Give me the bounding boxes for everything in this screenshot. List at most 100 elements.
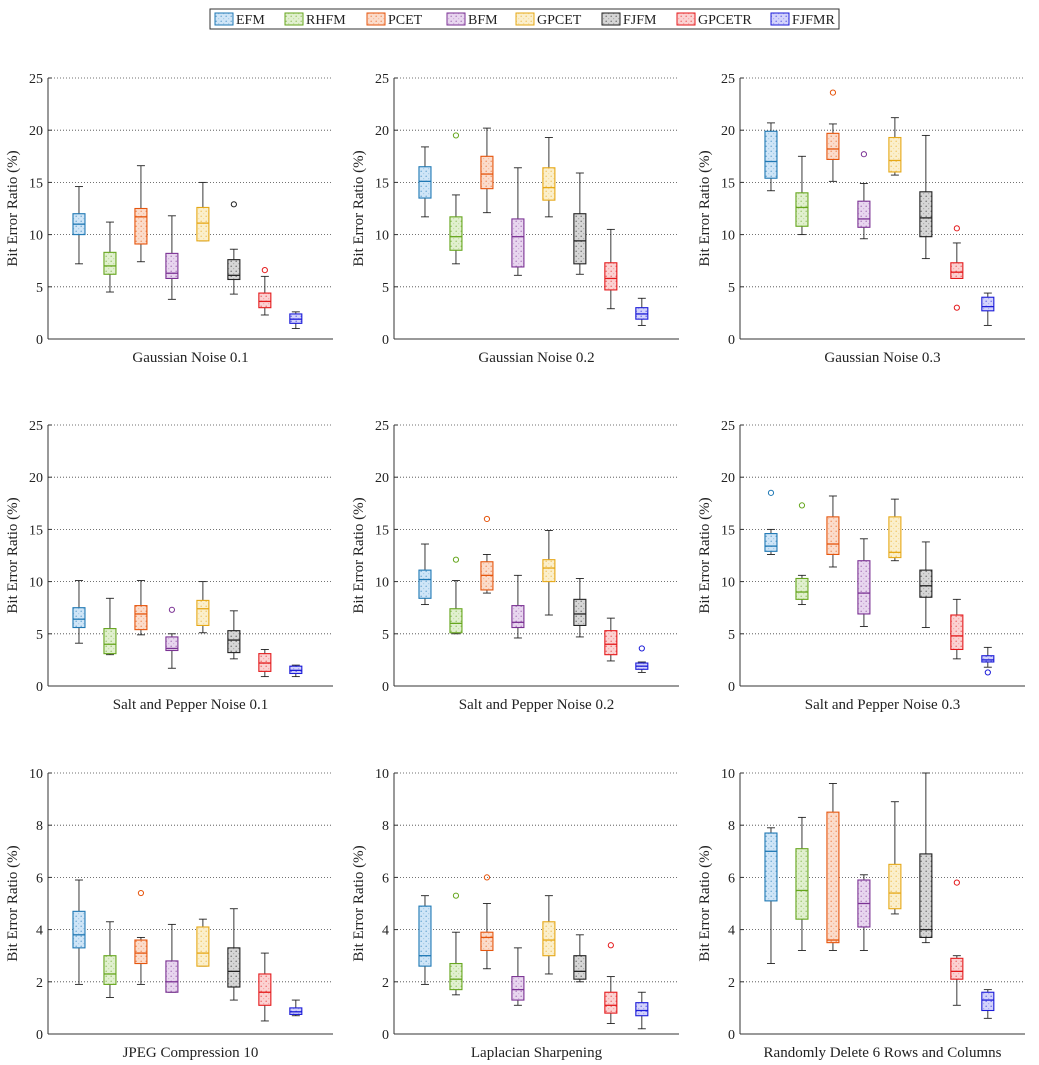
iqr-box — [258, 973, 272, 1006]
box-efm — [418, 543, 432, 606]
iqr-box — [511, 218, 525, 268]
legend-item-gpcetr: GPCETR — [676, 12, 752, 28]
y-tick-label: 0 — [382, 1028, 389, 1043]
outlier-point — [452, 132, 460, 139]
box-fjfmr — [635, 991, 649, 1030]
iqr-box — [196, 206, 210, 242]
box-efm — [764, 489, 778, 555]
box-pcet — [480, 515, 494, 594]
iqr-box — [103, 251, 117, 275]
legend-label-gpcetr: GPCETR — [698, 13, 752, 28]
box-gpcet — [196, 181, 210, 242]
iqr-box — [418, 905, 432, 967]
y-tick-label: 2 — [728, 976, 735, 991]
outlier-point — [452, 556, 460, 563]
box-rhfm — [103, 921, 117, 998]
legend-swatch-fjfmr — [770, 12, 790, 26]
iqr-box — [888, 863, 902, 910]
outlier-point — [168, 606, 176, 613]
y-tick-label: 6 — [728, 871, 735, 886]
box-bfm — [511, 167, 525, 276]
y-tick-label: 0 — [36, 680, 43, 695]
y-tick-label: 25 — [375, 419, 389, 434]
panel-randomly-delete-6-rows-and-columns: 0 2 4 6 8 10 Bit Error Ratio (%) Randomly Delet… — [697, 767, 1025, 1061]
panel-salt-and-pepper-noise-0-1: 0 5 10 15 20 25 Bit Error Ratio (%) Salt and Pe… — [5, 419, 333, 713]
y-tick-label: 15 — [721, 523, 735, 538]
outlier-point — [953, 304, 960, 311]
iqr-box — [165, 960, 179, 993]
iqr-box — [418, 166, 432, 199]
legend-swatch-fjfm — [601, 12, 621, 26]
iqr-box — [103, 628, 117, 655]
y-tick-label: 15 — [29, 523, 43, 538]
y-tick-label: 0 — [382, 333, 389, 348]
y-axis-label: Bit Error Ratio (%) — [697, 150, 713, 266]
iqr-box — [981, 296, 995, 312]
iqr-box — [134, 605, 148, 631]
box-rhfm — [449, 556, 463, 635]
outlier-point — [452, 892, 460, 899]
box-rhfm — [795, 816, 809, 951]
iqr-box — [196, 926, 210, 967]
y-tick-label: 2 — [382, 976, 389, 991]
iqr-box — [857, 200, 871, 228]
y-tick-label: 25 — [375, 72, 389, 87]
legend-item-fjfm: FJFM — [601, 12, 657, 28]
y-tick-label: 10 — [29, 576, 43, 591]
box-bfm — [511, 947, 525, 1006]
legend-item-efm: EFM — [214, 12, 265, 28]
box-fjfmr — [981, 646, 995, 676]
y-tick-label: 8 — [382, 819, 389, 834]
box-efm — [72, 879, 86, 985]
box-bfm — [511, 574, 525, 639]
y-tick-label: 0 — [728, 333, 735, 348]
box-fjfm — [919, 772, 933, 944]
y-tick-label: 20 — [375, 471, 389, 486]
box-gpcetr — [604, 617, 618, 662]
iqr-box — [981, 991, 995, 1012]
outlier-point — [860, 151, 868, 158]
box-gpcetr — [950, 598, 964, 660]
iqr-box — [826, 516, 840, 556]
box-gpcetr — [258, 266, 272, 316]
y-tick-label: 2 — [36, 976, 43, 991]
iqr-box — [635, 1002, 649, 1017]
y-tick-label: 0 — [36, 1028, 43, 1043]
iqr-box — [795, 848, 809, 920]
box-fjfm — [919, 541, 933, 628]
legend: EFM RHFM PCET BFM GPCET FJFM GPCETR FJFMR — [209, 8, 840, 30]
iqr-box — [258, 292, 272, 309]
box-pcet — [134, 889, 148, 985]
box-fjfmr — [635, 645, 649, 673]
y-tick-label: 20 — [29, 471, 43, 486]
outlier-point — [984, 669, 991, 676]
y-tick-label: 15 — [375, 176, 389, 191]
box-efm — [764, 827, 778, 964]
y-tick-label: 10 — [375, 767, 389, 782]
y-axis-label: Bit Error Ratio (%) — [697, 497, 713, 613]
legend-swatch-gpcet — [515, 12, 535, 26]
box-gpcetr — [604, 228, 618, 310]
y-axis-label: Bit Error Ratio (%) — [697, 845, 713, 961]
iqr-box — [573, 955, 587, 980]
iqr-box — [542, 921, 556, 957]
box-efm — [418, 895, 432, 985]
legend-label-gpcet: GPCET — [537, 13, 582, 28]
box-efm — [418, 146, 432, 218]
panel-salt-and-pepper-noise-0-3: 0 5 10 15 20 25 Bit Error Ratio (%) Salt and Pe… — [697, 419, 1025, 713]
iqr-box — [480, 931, 494, 952]
legend-item-rhfm: RHFM — [284, 12, 346, 28]
iqr-box — [981, 655, 995, 663]
legend-label-rhfm: RHFM — [306, 13, 346, 28]
iqr-box — [919, 569, 933, 598]
y-tick-label: 10 — [375, 229, 389, 244]
legend-label-efm: EFM — [236, 13, 265, 28]
box-bfm — [165, 923, 179, 993]
box-gpcet — [196, 581, 210, 634]
box-rhfm — [449, 132, 463, 265]
box-bfm — [857, 538, 871, 627]
box-gpcet — [888, 801, 902, 915]
panel-gaussian-noise-0-1: 0 5 10 15 20 25 Bit Error Ratio (%) Gaussian No… — [5, 72, 333, 366]
iqr-box — [795, 192, 809, 227]
